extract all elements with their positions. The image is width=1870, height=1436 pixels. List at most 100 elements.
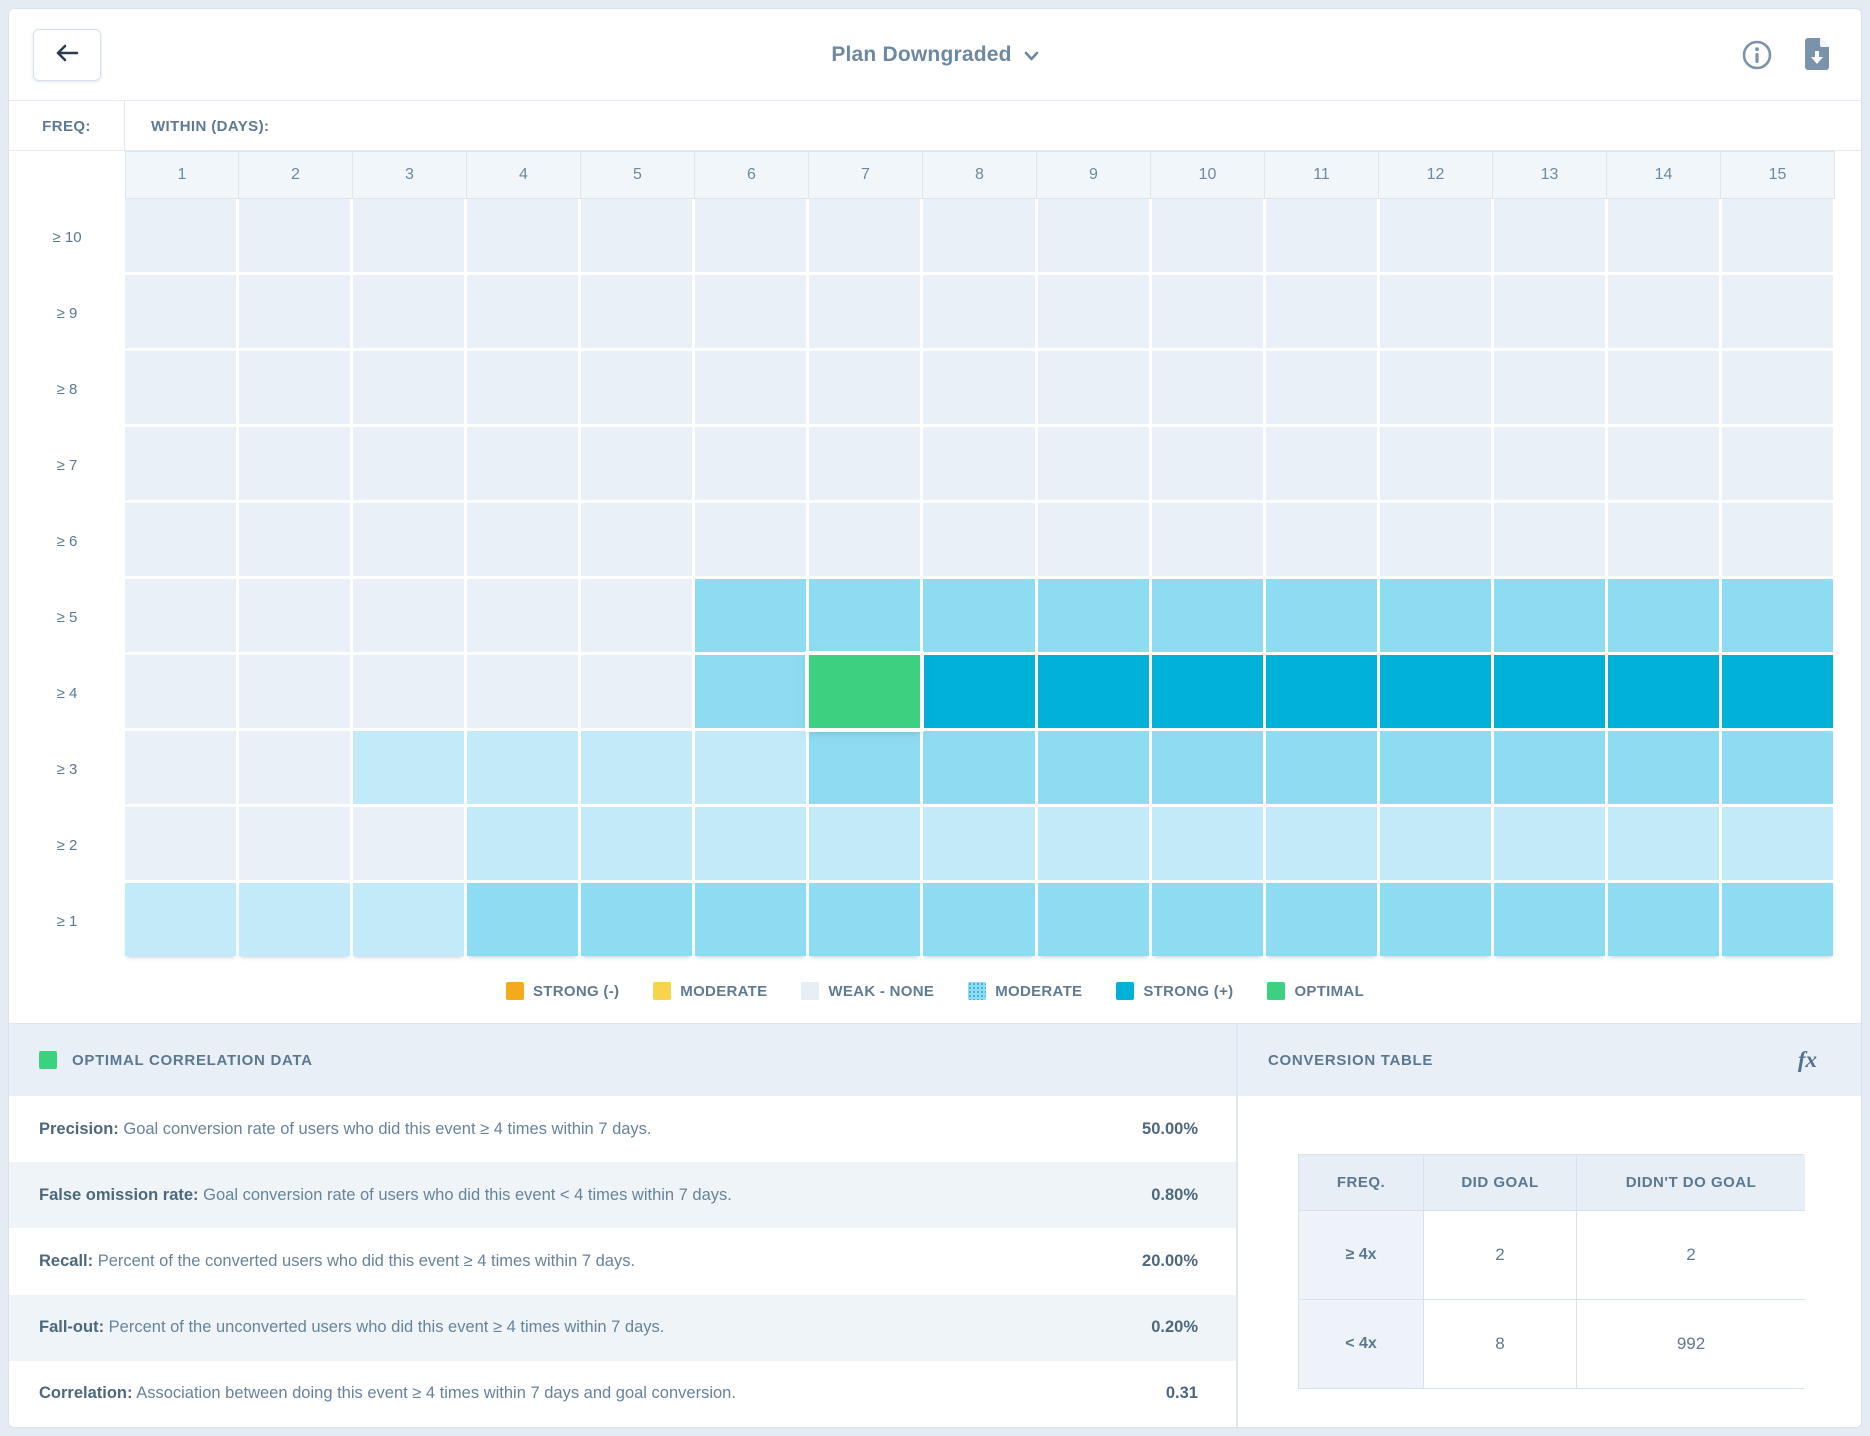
heatmap-cell-≥6-day10[interactable] (1151, 503, 1263, 576)
heatmap-cell-≥1-day5[interactable] (581, 883, 693, 956)
heatmap-cell-≥8-day1[interactable] (125, 351, 237, 424)
heatmap-cell-≥8-day12[interactable] (1379, 351, 1491, 424)
heatmap-cell-≥6-day12[interactable] (1379, 503, 1491, 576)
heatmap-cell-≥2-day8[interactable] (923, 807, 1035, 880)
heatmap-cell-≥2-day11[interactable] (1265, 807, 1377, 880)
heatmap-cell-≥8-day4[interactable] (467, 351, 579, 424)
heatmap-cell-≥7-day9[interactable] (1037, 427, 1149, 500)
heatmap-cell-≥6-day3[interactable] (353, 503, 465, 576)
heatmap-cell-≥4-day9[interactable] (1037, 655, 1149, 728)
heatmap-cell-≥8-day6[interactable] (695, 351, 807, 424)
heatmap-cell-≥2-day2[interactable] (239, 807, 351, 880)
heatmap-cell-≥7-day6[interactable] (695, 427, 807, 500)
heatmap-cell-≥4-day14[interactable] (1607, 655, 1719, 728)
heatmap-cell-≥9-day12[interactable] (1379, 275, 1491, 348)
heatmap-cell-≥9-day3[interactable] (353, 275, 465, 348)
heatmap-cell-≥5-day5[interactable] (581, 579, 693, 652)
heatmap-cell-≥7-day2[interactable] (239, 427, 351, 500)
heatmap-cell-≥10-day2[interactable] (239, 199, 351, 272)
heatmap-cell-≥4-day13[interactable] (1493, 655, 1605, 728)
heatmap-cell-≥5-day11[interactable] (1265, 579, 1377, 652)
heatmap-cell-≥8-day3[interactable] (353, 351, 465, 424)
download-icon[interactable] (1801, 38, 1831, 72)
heatmap-cell-≥9-day15[interactable] (1721, 275, 1833, 348)
heatmap-cell-≥2-day5[interactable] (581, 807, 693, 880)
heatmap-cell-≥6-day7[interactable] (809, 503, 921, 576)
heatmap-cell-≥3-day4[interactable] (467, 731, 579, 804)
heatmap-cell-≥4-day3[interactable] (353, 655, 465, 728)
heatmap-cell-≥10-day15[interactable] (1721, 199, 1833, 272)
heatmap-cell-≥10-day4[interactable] (467, 199, 579, 272)
heatmap-cell-≥10-day1[interactable] (125, 199, 237, 272)
heatmap-cell-≥2-day14[interactable] (1607, 807, 1719, 880)
heatmap-cell-≥8-day7[interactable] (809, 351, 921, 424)
heatmap-cell-≥3-day2[interactable] (239, 731, 351, 804)
heatmap-cell-≥3-day8[interactable] (923, 731, 1035, 804)
heatmap-cell-≥5-day8[interactable] (923, 579, 1035, 652)
heatmap-cell-≥7-day4[interactable] (467, 427, 579, 500)
heatmap-cell-≥9-day6[interactable] (695, 275, 807, 348)
heatmap-cell-≥4-day12[interactable] (1379, 655, 1491, 728)
heatmap-cell-≥9-day5[interactable] (581, 275, 693, 348)
heatmap-cell-≥9-day7[interactable] (809, 275, 921, 348)
heatmap-cell-≥4-day8[interactable] (923, 655, 1035, 728)
heatmap-cell-≥8-day14[interactable] (1607, 351, 1719, 424)
heatmap-cell-≥4-day7[interactable] (809, 655, 921, 728)
heatmap-cell-≥10-day8[interactable] (923, 199, 1035, 272)
heatmap-cell-≥3-day11[interactable] (1265, 731, 1377, 804)
heatmap-cell-≥6-day8[interactable] (923, 503, 1035, 576)
heatmap-cell-≥1-day1[interactable] (125, 883, 237, 956)
heatmap-cell-≥7-day11[interactable] (1265, 427, 1377, 500)
heatmap-cell-≥8-day10[interactable] (1151, 351, 1263, 424)
heatmap-cell-≥10-day9[interactable] (1037, 199, 1149, 272)
heatmap-cell-≥7-day10[interactable] (1151, 427, 1263, 500)
heatmap-cell-≥10-day6[interactable] (695, 199, 807, 272)
heatmap-cell-≥10-day12[interactable] (1379, 199, 1491, 272)
heatmap-cell-≥2-day9[interactable] (1037, 807, 1149, 880)
back-button[interactable] (33, 29, 101, 81)
heatmap-cell-≥7-day14[interactable] (1607, 427, 1719, 500)
heatmap-cell-≥3-day3[interactable] (353, 731, 465, 804)
heatmap-cell-≥6-day6[interactable] (695, 503, 807, 576)
heatmap-cell-≥7-day7[interactable] (809, 427, 921, 500)
heatmap-cell-≥8-day13[interactable] (1493, 351, 1605, 424)
heatmap-cell-≥4-day6[interactable] (695, 655, 807, 728)
heatmap-cell-≥4-day2[interactable] (239, 655, 351, 728)
heatmap-cell-≥1-day4[interactable] (467, 883, 579, 956)
heatmap-cell-≥9-day9[interactable] (1037, 275, 1149, 348)
heatmap-cell-≥3-day12[interactable] (1379, 731, 1491, 804)
heatmap-cell-≥9-day13[interactable] (1493, 275, 1605, 348)
heatmap-cell-≥8-day5[interactable] (581, 351, 693, 424)
heatmap-cell-≥5-day10[interactable] (1151, 579, 1263, 652)
heatmap-cell-≥2-day6[interactable] (695, 807, 807, 880)
heatmap-cell-≥7-day13[interactable] (1493, 427, 1605, 500)
heatmap-cell-≥2-day12[interactable] (1379, 807, 1491, 880)
heatmap-cell-≥6-day13[interactable] (1493, 503, 1605, 576)
heatmap-cell-≥1-day13[interactable] (1493, 883, 1605, 956)
heatmap-cell-≥3-day10[interactable] (1151, 731, 1263, 804)
heatmap-cell-≥3-day5[interactable] (581, 731, 693, 804)
heatmap-cell-≥7-day5[interactable] (581, 427, 693, 500)
page-title[interactable]: Plan Downgraded (831, 43, 1012, 66)
heatmap-cell-≥4-day15[interactable] (1721, 655, 1833, 728)
heatmap-cell-≥9-day14[interactable] (1607, 275, 1719, 348)
heatmap-cell-≥2-day13[interactable] (1493, 807, 1605, 880)
heatmap-cell-≥8-day2[interactable] (239, 351, 351, 424)
heatmap-cell-≥1-day12[interactable] (1379, 883, 1491, 956)
heatmap-cell-≥5-day9[interactable] (1037, 579, 1149, 652)
heatmap-cell-≥5-day14[interactable] (1607, 579, 1719, 652)
heatmap-cell-≥3-day1[interactable] (125, 731, 237, 804)
heatmap-cell-≥1-day14[interactable] (1607, 883, 1719, 956)
heatmap-cell-≥5-day13[interactable] (1493, 579, 1605, 652)
heatmap-cell-≥8-day11[interactable] (1265, 351, 1377, 424)
heatmap-cell-≥7-day12[interactable] (1379, 427, 1491, 500)
heatmap-cell-≥6-day2[interactable] (239, 503, 351, 576)
heatmap-cell-≥2-day15[interactable] (1721, 807, 1833, 880)
heatmap-cell-≥4-day5[interactable] (581, 655, 693, 728)
heatmap-cell-≥1-day6[interactable] (695, 883, 807, 956)
heatmap-cell-≥3-day15[interactable] (1721, 731, 1833, 804)
heatmap-cell-≥3-day14[interactable] (1607, 731, 1719, 804)
heatmap-cell-≥1-day3[interactable] (353, 883, 465, 956)
heatmap-cell-≥3-day7[interactable] (809, 731, 921, 804)
heatmap-cell-≥1-day8[interactable] (923, 883, 1035, 956)
